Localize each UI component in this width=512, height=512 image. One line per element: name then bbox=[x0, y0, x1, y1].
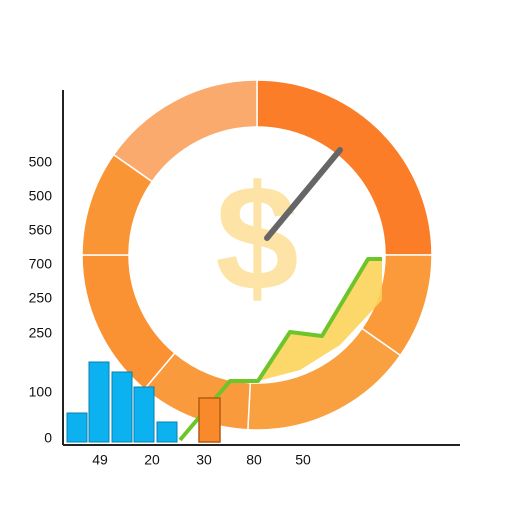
labels: 500 500 560 700 250 250 100 0 49 20 30 80 50 bbox=[29, 154, 311, 468]
y-label: 250 bbox=[29, 325, 53, 341]
x-label: 30 bbox=[196, 452, 212, 468]
dollar-icon: $ bbox=[215, 154, 298, 322]
x-label: 50 bbox=[295, 452, 311, 468]
y-label: 500 bbox=[29, 188, 53, 204]
needle bbox=[264, 147, 343, 241]
bar bbox=[111, 371, 133, 443]
y-label: 0 bbox=[44, 430, 52, 446]
trend-line bbox=[178, 257, 382, 442]
bars bbox=[66, 361, 221, 443]
y-label: 100 bbox=[29, 384, 53, 400]
x-label: 49 bbox=[92, 452, 108, 468]
x-label: 20 bbox=[144, 452, 160, 468]
y-label: 250 bbox=[29, 290, 53, 306]
bar bbox=[156, 421, 178, 443]
y-label: 700 bbox=[29, 256, 53, 272]
bar bbox=[66, 412, 88, 443]
y-label: 500 bbox=[29, 154, 53, 170]
x-label: 80 bbox=[246, 452, 262, 468]
bar bbox=[88, 361, 110, 443]
y-label: 560 bbox=[29, 222, 53, 238]
donut bbox=[81, 79, 433, 431]
bar bbox=[133, 386, 155, 443]
bar bbox=[198, 397, 221, 443]
donut-segment bbox=[112, 79, 258, 183]
